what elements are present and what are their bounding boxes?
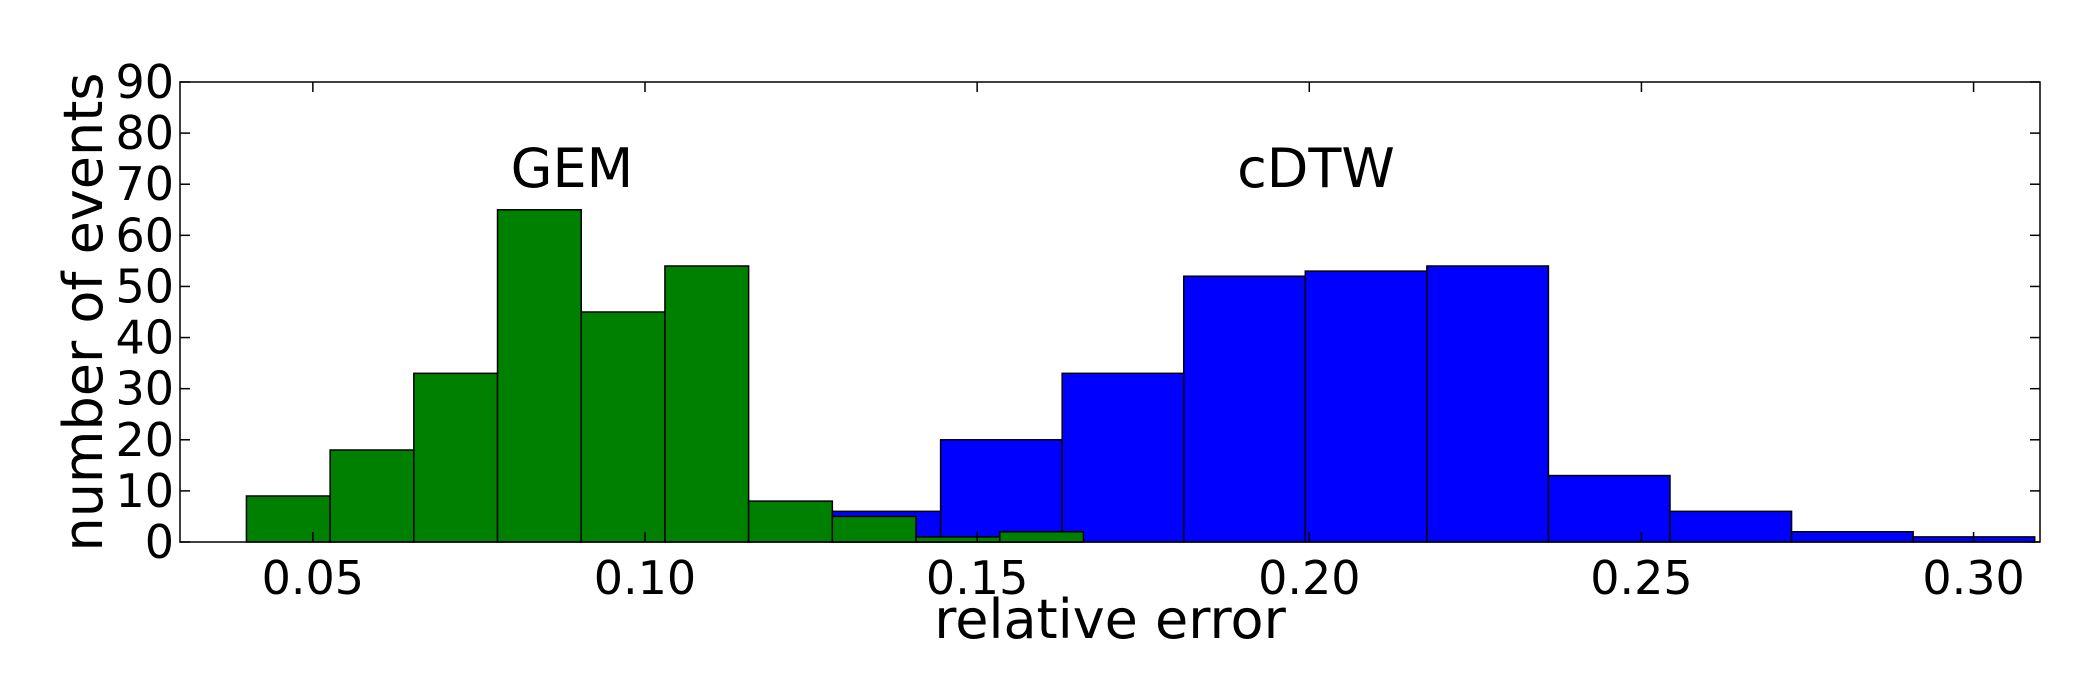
x-tick-label: 0.10 (594, 551, 696, 605)
y-tick-label: 20 (115, 413, 174, 467)
histogram-bar-gem (915, 536, 1001, 543)
x-tick-label: 0.05 (262, 551, 364, 605)
x-tick-label: 0.25 (1590, 551, 1692, 605)
x-tick-label: 0.20 (1258, 551, 1360, 605)
y-tick-label: 60 (115, 208, 174, 262)
annotations-layer: GEM cDTW (511, 137, 1395, 200)
histogram-bar-cdtw (1304, 270, 1428, 543)
histogram-bar-gem (747, 500, 834, 543)
histogram-bar-gem (329, 449, 415, 543)
histogram-bar-gem (496, 209, 582, 543)
histogram-bar-cdtw (1669, 510, 1793, 543)
x-axis-title: relative error (934, 588, 1286, 651)
y-tick-label: 0 (145, 515, 174, 569)
annotation-label: cDTW (1237, 137, 1395, 200)
histogram-bar-cdtw (1182, 275, 1307, 543)
plot-frame (179, 81, 2041, 543)
histogram-bar-gem (580, 311, 666, 543)
histogram-bar-gem (245, 495, 331, 543)
y-tick-label: 90 (115, 55, 174, 109)
histogram-bar-gem (998, 531, 1085, 543)
bars-layer (245, 209, 2036, 543)
histogram-bar-cdtw (1061, 372, 1185, 543)
histogram-bar-gem (831, 515, 917, 543)
x-tick-label: 0.15 (926, 551, 1028, 605)
y-axis-title: number of events (52, 72, 115, 551)
y-tick-label: 80 (115, 106, 174, 160)
y-tick-label: 50 (115, 259, 174, 313)
tick-labels-layer: 0.05 0.10 0.15 0.20 0.25 0.30 0102030405060708… (115, 55, 2024, 605)
histogram-bar-cdtw (1426, 265, 1550, 543)
y-tick-label: 40 (115, 311, 174, 365)
x-tick-label: 0.30 (1922, 551, 2024, 605)
y-tick-label: 70 (115, 157, 174, 211)
histogram-bar-gem (413, 372, 499, 543)
y-tick-label: 30 (115, 362, 174, 416)
y-tick-label: 10 (115, 464, 174, 518)
annotation-label: GEM (511, 137, 634, 200)
histogram-bar-cdtw (1547, 474, 1671, 543)
histogram-bar-cdtw (939, 439, 1063, 543)
histogram-bar-gem (664, 265, 750, 543)
histogram-bar-cdtw (1790, 531, 1914, 543)
